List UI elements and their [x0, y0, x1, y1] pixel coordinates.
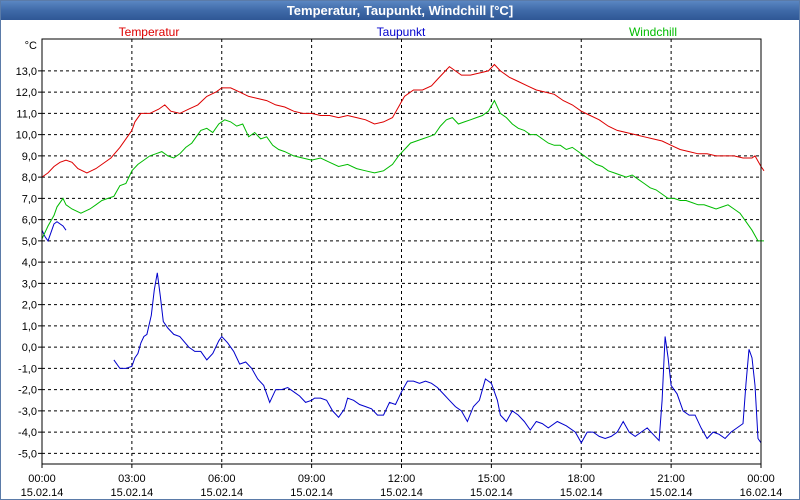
- y-tick-label: 5,0: [22, 236, 37, 248]
- y-tick-label: -5,0: [18, 448, 37, 460]
- y-tick-label: 3,0: [22, 278, 37, 290]
- series-line-taupunkt: [113, 272, 762, 444]
- series-line-windchill: [41, 99, 764, 242]
- y-tick-label: 2,0: [22, 300, 37, 312]
- x-tick-date: 15.02.14: [380, 487, 423, 499]
- y-tick-label: 0,0: [22, 342, 37, 354]
- x-tick-time: 06:00: [208, 473, 236, 485]
- y-tick-label: 8,0: [22, 172, 37, 184]
- y-axis-unit: °C: [25, 40, 37, 52]
- series-line-temperatur: [41, 63, 765, 178]
- legend-taupunkt: Taupunkt: [377, 25, 426, 39]
- x-tick-date: 15.02.14: [470, 487, 513, 499]
- x-tick-time: 15:00: [478, 473, 506, 485]
- x-tick-time: 00:00: [747, 473, 775, 485]
- x-tick-time: 09:00: [298, 473, 326, 485]
- y-tick-label: -4,0: [18, 427, 37, 439]
- x-tick-time: 21:00: [657, 473, 685, 485]
- y-tick-label: -3,0: [18, 406, 37, 418]
- x-tick-date: 15.02.14: [200, 487, 243, 499]
- legend-temperatur: Temperatur: [119, 25, 180, 39]
- x-tick-date: 15.02.14: [110, 487, 153, 499]
- y-tick-label: 12,0: [16, 87, 37, 99]
- x-tick-time: 00:00: [28, 473, 56, 485]
- y-tick-label: 11,0: [16, 108, 37, 120]
- y-tick-label: 1,0: [22, 321, 37, 333]
- y-tick-label: 4,0: [22, 257, 37, 269]
- series-line-taupunkt: [41, 221, 67, 242]
- x-tick-time: 12:00: [388, 473, 416, 485]
- plot-border: [41, 38, 762, 465]
- x-axis: 00:00 15.02.14 03:00 15.02.14 06:00 15.02.14 0…: [21, 464, 783, 499]
- x-tick-date: 16.02.14: [740, 487, 783, 499]
- chart-plot: 13,0 12,0 11,0 10,0 9,0 8,0 7,0 6,0 5,0 4,0 3,0 2,0…: [16, 25, 783, 499]
- legend: Temperatur Taupunkt Windchill: [119, 25, 677, 39]
- y-tick-label: 6,0: [22, 215, 37, 227]
- y-axis: 13,0 12,0 11,0 10,0 9,0 8,0 7,0 6,0 5,0 4,0 3,0 2,0…: [16, 40, 42, 460]
- y-tick-label: 7,0: [22, 193, 37, 205]
- grid: [42, 39, 761, 464]
- window-title: Temperatur, Taupunkt, Windchill [°C]: [1, 1, 799, 20]
- x-tick-date: 15.02.14: [650, 487, 693, 499]
- y-tick-label: 10,0: [16, 130, 37, 142]
- y-tick-label: 13,0: [16, 66, 37, 78]
- x-tick-time: 03:00: [118, 473, 146, 485]
- x-tick-time: 18:00: [567, 473, 595, 485]
- x-tick-date: 15.02.14: [21, 487, 64, 499]
- series-lines: [41, 63, 765, 444]
- y-tick-label: -1,0: [18, 363, 37, 375]
- y-tick-label: 9,0: [22, 151, 37, 163]
- x-tick-date: 15.02.14: [290, 487, 333, 499]
- x-tick-date: 15.02.14: [560, 487, 603, 499]
- y-tick-label: -2,0: [18, 385, 37, 397]
- legend-windchill: Windchill: [629, 25, 677, 39]
